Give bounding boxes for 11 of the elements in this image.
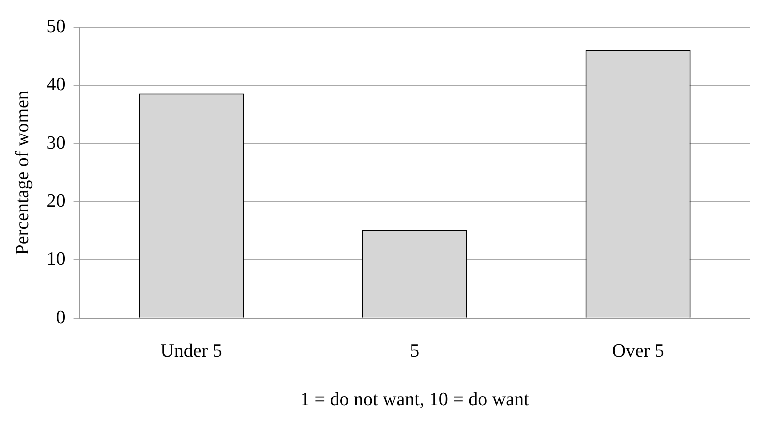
y-tick-label: 0: [56, 307, 66, 328]
y-tick-label: 10: [46, 249, 66, 270]
y-tick-label: 30: [46, 132, 66, 154]
x-axis-title: 1 = do not want, 10 = do want: [300, 390, 530, 411]
y-tick-label: 50: [46, 16, 66, 38]
x-tick-label: Under 5: [160, 340, 222, 362]
y-tick-label: 40: [46, 74, 66, 96]
x-tick-label: Over 5: [612, 340, 664, 362]
y-axis-title: Percentage of women: [12, 90, 34, 256]
y-tick-label: 20: [46, 190, 66, 212]
x-tick-label: 5: [410, 340, 420, 362]
